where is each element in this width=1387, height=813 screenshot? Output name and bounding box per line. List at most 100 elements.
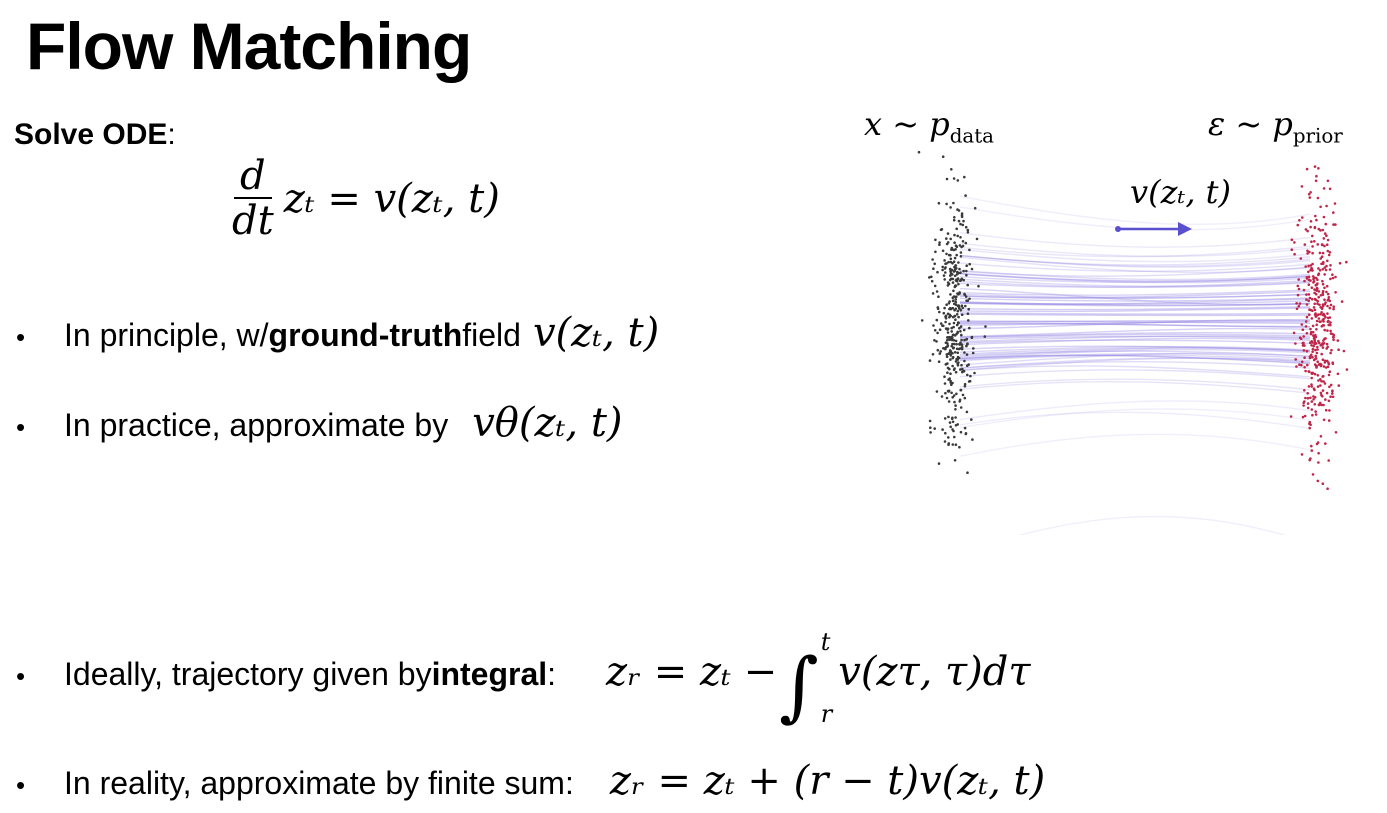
bullet-principle: • In principle, w/ ground-truth field v(… bbox=[16, 310, 659, 356]
flow-line bbox=[959, 319, 1311, 323]
prior-sample-point bbox=[1331, 335, 1335, 339]
data-sample-point bbox=[954, 298, 957, 301]
prior-sample-point bbox=[1312, 306, 1316, 309]
data-sample-point bbox=[959, 251, 963, 254]
prior-sample-point bbox=[1302, 335, 1305, 338]
data-sample-point bbox=[943, 278, 946, 281]
data-sample-point bbox=[942, 324, 945, 328]
prior-sample-point bbox=[1334, 431, 1338, 434]
data-sample-point bbox=[956, 364, 960, 367]
prior-sample-point bbox=[1298, 363, 1301, 367]
prior-sample-point bbox=[1320, 352, 1323, 356]
prior-sample-point bbox=[1313, 165, 1317, 168]
prior-sample-point bbox=[1307, 370, 1311, 374]
prior-sample-point bbox=[1306, 252, 1309, 255]
prior-sample-point bbox=[1321, 243, 1324, 246]
data-sample-point bbox=[917, 150, 921, 154]
data-sample-point bbox=[929, 431, 932, 434]
data-sample-point bbox=[951, 262, 954, 265]
prior-sample-point bbox=[1329, 395, 1332, 399]
prior-sample-point bbox=[1331, 362, 1335, 366]
flow-line bbox=[959, 272, 1311, 283]
data-sample-point bbox=[955, 347, 959, 351]
prior-sample-point bbox=[1337, 348, 1340, 351]
prior-sample-point bbox=[1314, 410, 1317, 413]
prior-sample-point bbox=[1328, 268, 1332, 271]
data-sample-point bbox=[977, 284, 980, 288]
flow-line bbox=[959, 335, 1311, 340]
approx-field-math: vθ(zₜ, t) bbox=[472, 400, 623, 446]
data-sample-point bbox=[955, 278, 958, 281]
prior-sample-point bbox=[1310, 344, 1313, 347]
data-sample-point bbox=[941, 249, 945, 253]
data-sample-point bbox=[951, 416, 954, 420]
data-sample-point bbox=[940, 228, 944, 231]
data-sample-point bbox=[944, 431, 947, 435]
prior-sample-point bbox=[1319, 306, 1322, 309]
data-sample-point bbox=[965, 299, 968, 302]
prior-sample-point bbox=[1312, 281, 1315, 284]
data-sample-point bbox=[957, 347, 961, 351]
data-sample-point bbox=[954, 443, 958, 447]
prior-sample-point bbox=[1313, 403, 1317, 406]
prior-sample-point bbox=[1328, 306, 1332, 310]
prior-sample-point bbox=[1314, 179, 1318, 183]
prior-sample-point bbox=[1309, 330, 1313, 334]
data-sample-point bbox=[952, 289, 955, 293]
data-sample-point bbox=[961, 244, 965, 248]
prior-sample-point bbox=[1320, 262, 1323, 266]
data-sample-point bbox=[954, 300, 958, 304]
data-sample-point bbox=[928, 276, 931, 279]
prior-sample-point bbox=[1311, 371, 1315, 375]
prior-sample-point bbox=[1311, 473, 1315, 476]
prior-sample-point bbox=[1317, 295, 1320, 299]
bullet-dot: • bbox=[16, 661, 26, 691]
data-sample-point bbox=[971, 438, 974, 441]
prior-sample-point bbox=[1306, 402, 1310, 405]
prior-sample-point bbox=[1306, 363, 1309, 367]
prior-sample-point bbox=[1331, 273, 1334, 276]
data-sample-point bbox=[965, 338, 968, 341]
data-sample-point bbox=[936, 270, 939, 274]
data-sample-point bbox=[946, 371, 949, 375]
data-sample-point bbox=[951, 281, 955, 284]
prior-sample-point bbox=[1293, 252, 1296, 256]
prior-sample-point bbox=[1320, 403, 1323, 407]
prior-sample-point bbox=[1326, 316, 1330, 320]
prior-sample-point bbox=[1310, 240, 1313, 243]
prior-sample-point bbox=[1331, 276, 1335, 280]
prior-sample-point bbox=[1322, 237, 1326, 240]
prior-distribution-label: ε ~ pprior bbox=[1208, 105, 1343, 147]
data-sample-point bbox=[959, 236, 962, 239]
prior-sample-point bbox=[1321, 268, 1325, 271]
data-sample-point bbox=[963, 382, 967, 386]
prior-sample-point bbox=[1321, 293, 1325, 297]
data-sample-point bbox=[938, 310, 941, 314]
data-sample-point bbox=[956, 309, 960, 313]
solve-ode-colon: : bbox=[167, 118, 176, 151]
prior-sample-point bbox=[1315, 319, 1319, 323]
bullet-practice: • In practice, approximate by vθ(zₜ, t) bbox=[16, 400, 623, 446]
data-sample-point bbox=[960, 333, 963, 337]
data-sample-point bbox=[973, 206, 977, 210]
prior-sample-point bbox=[1322, 215, 1326, 219]
prior-sample-point bbox=[1316, 287, 1319, 291]
bullet-text-bold: ground-truth bbox=[268, 317, 463, 353]
data-sample-point bbox=[949, 254, 952, 257]
data-sample-point bbox=[954, 244, 958, 247]
flow-line bbox=[959, 354, 1311, 365]
prior-sample-point bbox=[1324, 442, 1327, 445]
prior-sample-point bbox=[1327, 459, 1330, 462]
prior-sample-point bbox=[1314, 348, 1317, 352]
flow-line bbox=[959, 254, 1311, 267]
prior-sample-point bbox=[1330, 348, 1333, 352]
prior-sample-point bbox=[1319, 229, 1322, 232]
data-sample-point bbox=[960, 363, 963, 367]
prior-sample-point bbox=[1303, 414, 1307, 418]
prior-sample-point bbox=[1324, 366, 1328, 369]
prior-sample-point bbox=[1292, 331, 1296, 335]
data-sample-point bbox=[949, 257, 953, 261]
data-sample-point bbox=[955, 392, 958, 396]
flow-line bbox=[959, 272, 1311, 282]
prior-sample-point bbox=[1321, 343, 1324, 347]
